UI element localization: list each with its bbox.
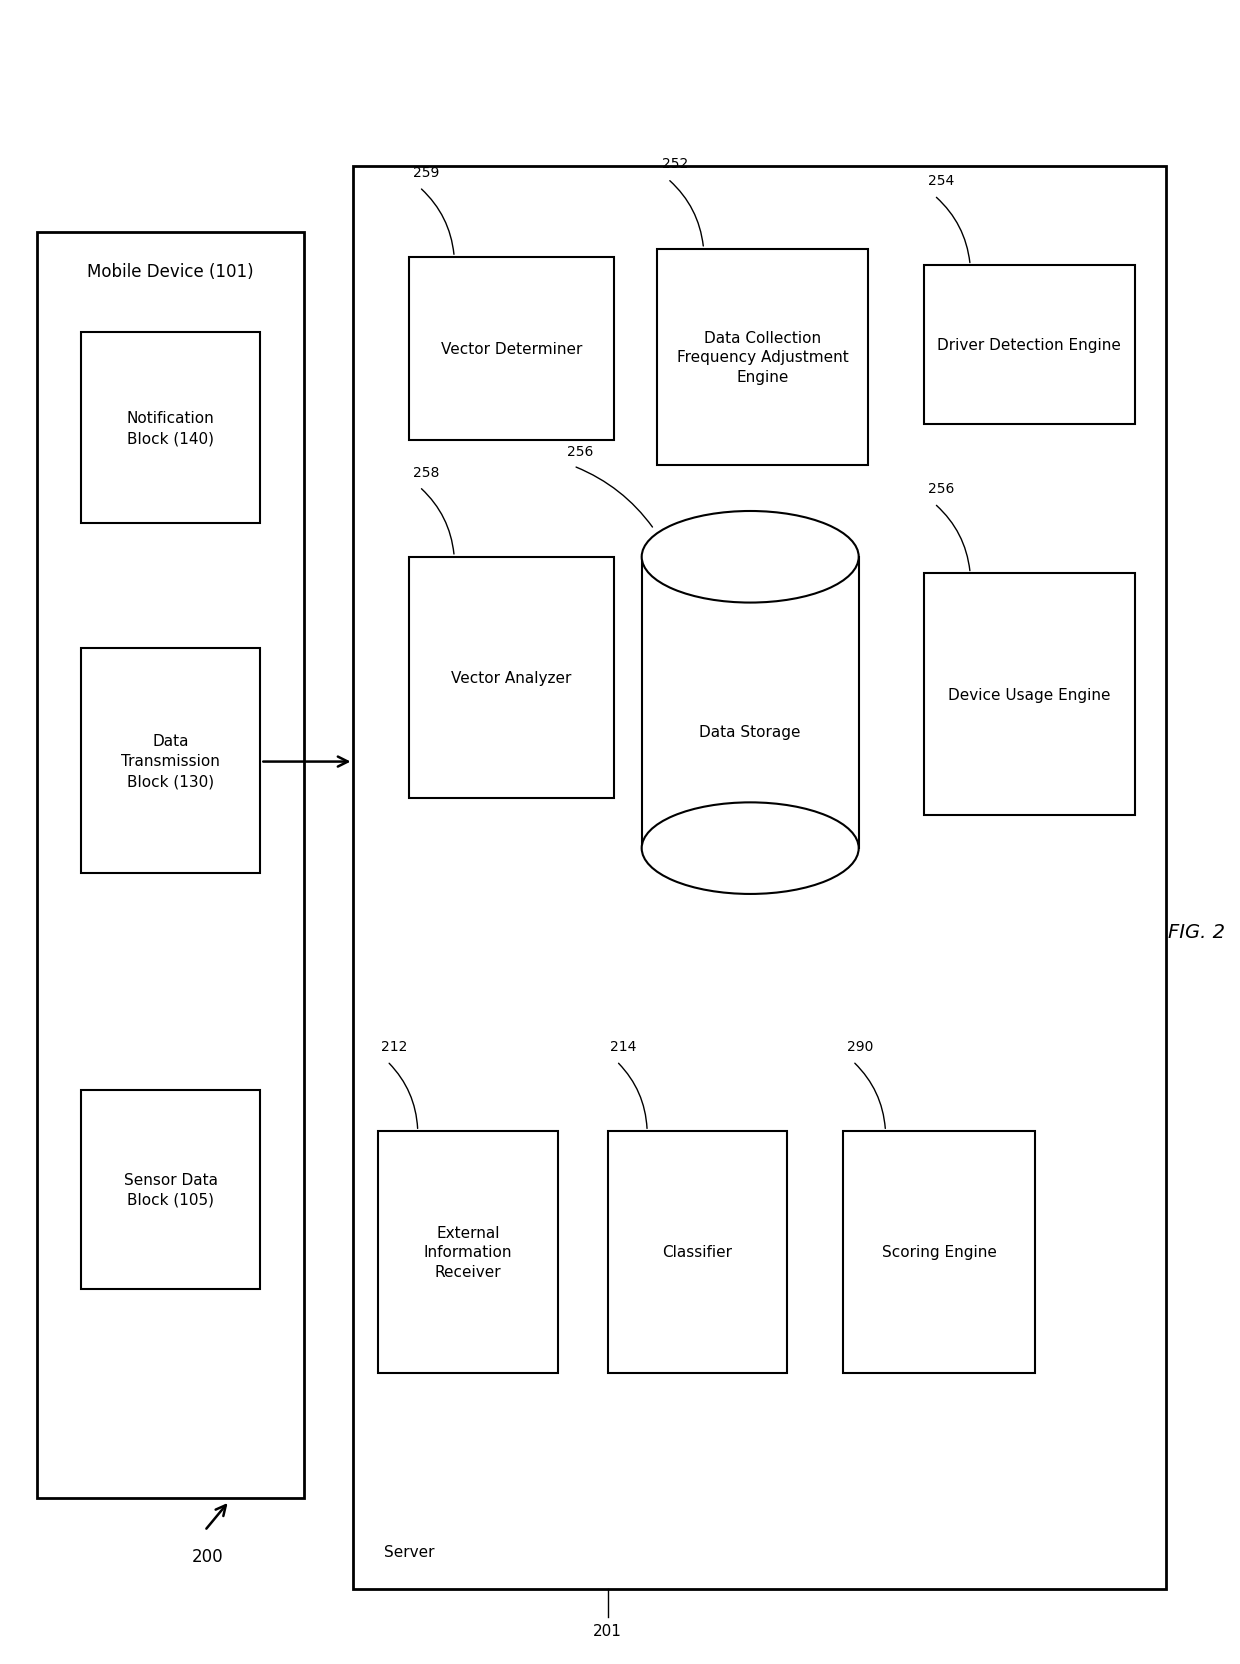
Bar — [378, 1132, 558, 1373]
Text: 290: 290 — [847, 1040, 873, 1053]
Text: External
Information
Receiver: External Information Receiver — [424, 1225, 512, 1280]
Text: FIG. 2: FIG. 2 — [1168, 922, 1225, 942]
Text: Vector Determiner: Vector Determiner — [440, 341, 583, 358]
Bar — [37, 233, 304, 1498]
Text: 252: 252 — [662, 158, 688, 171]
Text: Data
Transmission
Block (130): Data Transmission Block (130) — [122, 734, 219, 789]
Bar — [81, 333, 260, 524]
Text: Mobile Device (101): Mobile Device (101) — [87, 263, 254, 281]
Bar — [657, 250, 868, 466]
Text: 256: 256 — [567, 444, 594, 459]
Bar — [843, 1132, 1035, 1373]
Text: Device Usage Engine: Device Usage Engine — [947, 687, 1111, 702]
Bar — [642, 557, 858, 849]
Text: Data Collection
Frequency Adjustment
Engine: Data Collection Frequency Adjustment Eng… — [677, 331, 848, 384]
Text: 200: 200 — [192, 1548, 224, 1564]
Bar — [81, 1090, 260, 1290]
Bar — [924, 266, 1135, 424]
Bar — [409, 557, 614, 799]
Text: Data Storage: Data Storage — [699, 724, 801, 740]
Text: 201: 201 — [593, 1622, 622, 1639]
Ellipse shape — [642, 802, 858, 895]
Text: Notification
Block (140): Notification Block (140) — [126, 411, 215, 446]
Bar — [409, 258, 614, 441]
Text: 258: 258 — [413, 466, 440, 479]
Text: 256: 256 — [928, 483, 955, 496]
Ellipse shape — [642, 513, 858, 602]
Bar — [353, 166, 1166, 1589]
Text: 214: 214 — [610, 1040, 637, 1053]
Text: Vector Analyzer: Vector Analyzer — [451, 671, 572, 686]
Bar — [924, 574, 1135, 815]
Text: 212: 212 — [381, 1040, 408, 1053]
Bar — [608, 1132, 787, 1373]
Text: Driver Detection Engine: Driver Detection Engine — [937, 338, 1121, 353]
Text: 259: 259 — [413, 166, 440, 180]
Text: Server: Server — [384, 1544, 435, 1559]
Text: 254: 254 — [928, 175, 955, 188]
Text: Classifier: Classifier — [662, 1245, 733, 1260]
Text: Sensor Data
Block (105): Sensor Data Block (105) — [124, 1173, 217, 1206]
Bar — [81, 649, 260, 874]
Text: Scoring Engine: Scoring Engine — [882, 1245, 997, 1260]
